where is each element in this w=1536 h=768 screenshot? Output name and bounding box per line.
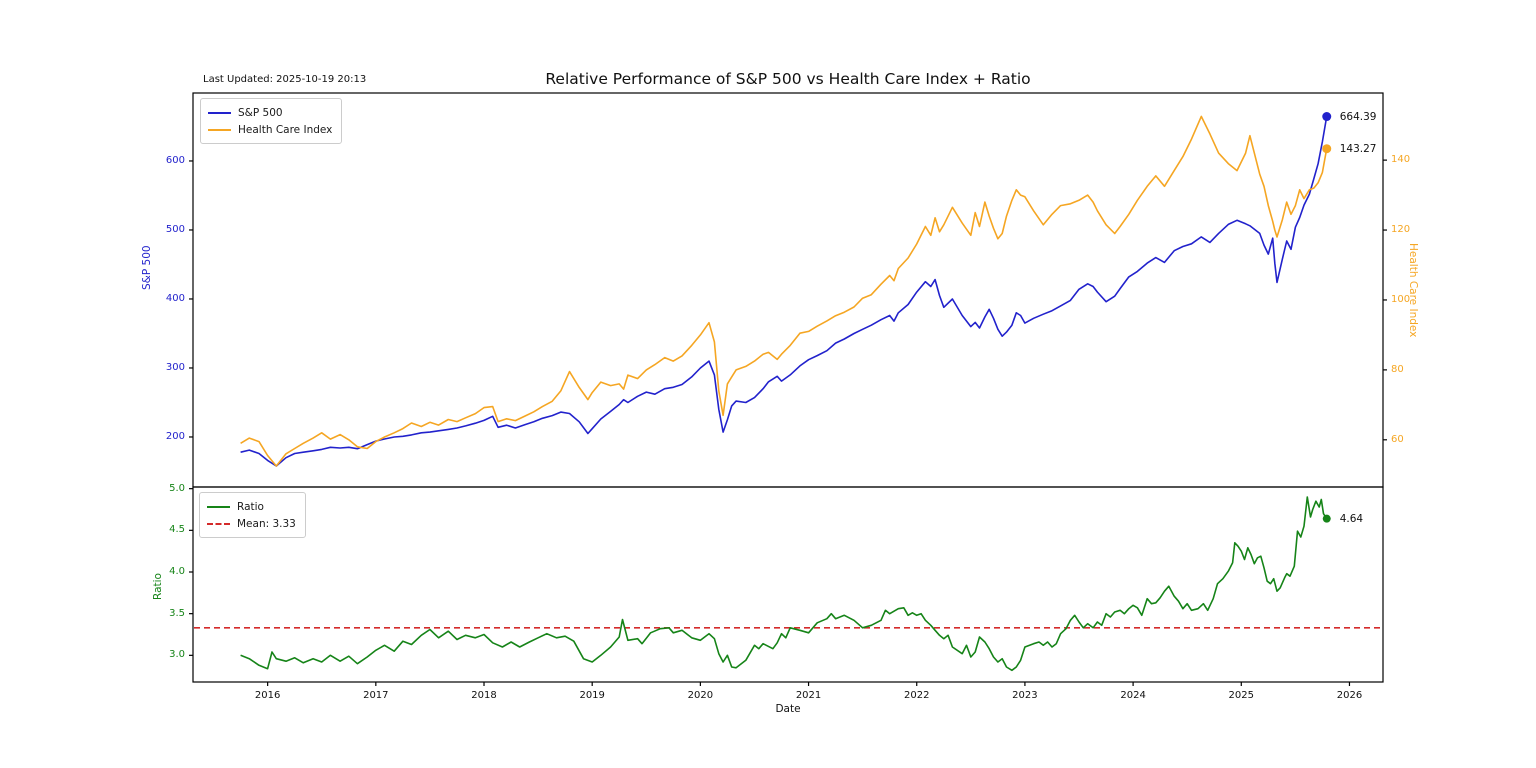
tick-label: 5.0 bbox=[169, 482, 185, 494]
tick-label: 500 bbox=[165, 223, 185, 235]
ratio-line bbox=[240, 496, 1328, 672]
tick-label: 2019 bbox=[579, 690, 605, 701]
page-title: Relative Performance of S&P 500 vs Healt… bbox=[545, 70, 1031, 88]
tick-label: 2021 bbox=[795, 690, 822, 701]
tick-label: 3.5 bbox=[169, 607, 185, 619]
ratio-final-value-label: 4.64 bbox=[1339, 512, 1364, 525]
top-panel-spines bbox=[192, 92, 1384, 488]
tick-label: 2020 bbox=[687, 690, 714, 701]
tick-label: 60 bbox=[1391, 433, 1404, 445]
bottom-panel-spines bbox=[192, 486, 1384, 683]
tick-label: 600 bbox=[165, 154, 185, 166]
tick-label: 2022 bbox=[904, 690, 930, 701]
healthcare-final-value-label: 143.27 bbox=[1339, 142, 1377, 155]
legend-label-healthcare: Health Care Index bbox=[238, 123, 333, 136]
y-axis-label-healthcare: Health Care Index bbox=[1407, 243, 1419, 338]
tick-label: 2026 bbox=[1336, 690, 1363, 701]
tick-label: 140 bbox=[1391, 154, 1411, 166]
sp500-line bbox=[240, 116, 1328, 467]
top-legend: S&P 500 Health Care Index bbox=[200, 98, 343, 144]
last-updated-text: Last Updated: 2025-10-19 20:13 bbox=[203, 74, 367, 85]
legend-label-mean: Mean: 3.33 bbox=[237, 517, 296, 530]
y-axis-label-ratio: Ratio bbox=[152, 573, 164, 600]
legend-item-healthcare: Health Care Index bbox=[208, 121, 332, 138]
tick-label: 120 bbox=[1391, 224, 1411, 236]
tick-label: 4.0 bbox=[169, 566, 185, 577]
legend-item-mean: Mean: 3.33 bbox=[207, 515, 296, 532]
healthcare-line bbox=[240, 115, 1328, 467]
tick-label: 300 bbox=[165, 361, 185, 373]
sp500-end-dot bbox=[1322, 112, 1332, 122]
healthcare-line-swatch-icon bbox=[208, 128, 231, 131]
tick-label: 3.0 bbox=[169, 649, 185, 661]
sp500-final-value-label: 664.39 bbox=[1339, 110, 1377, 123]
legend-label-sp500: S&P 500 bbox=[238, 106, 283, 119]
tick-label: 80 bbox=[1391, 363, 1404, 375]
tick-label: 2016 bbox=[254, 690, 281, 701]
tick-label: 4.5 bbox=[169, 524, 185, 536]
legend-item-ratio: Ratio bbox=[207, 498, 296, 515]
tick-label: 200 bbox=[165, 430, 185, 442]
ratio-line-swatch-icon bbox=[207, 505, 230, 508]
tick-label: 400 bbox=[165, 292, 185, 304]
legend-item-sp500: S&P 500 bbox=[208, 104, 332, 121]
tick-label: 100 bbox=[1391, 293, 1411, 305]
tick-label: 2017 bbox=[363, 690, 389, 701]
bottom-legend: Ratio Mean: 3.33 bbox=[199, 492, 306, 538]
x-axis-label-date: Date bbox=[775, 703, 801, 715]
legend-label-ratio: Ratio bbox=[237, 500, 264, 513]
y-axis-label-sp500: S&P 500 bbox=[141, 245, 153, 290]
sp500-line-swatch-icon bbox=[208, 111, 231, 114]
ratio-end-dot bbox=[1322, 514, 1331, 523]
tick-label: 2024 bbox=[1120, 690, 1146, 701]
tick-label: 2023 bbox=[1012, 690, 1038, 701]
tick-label: 2018 bbox=[471, 690, 497, 701]
tick-label: 2025 bbox=[1228, 690, 1255, 701]
healthcare-end-dot bbox=[1322, 144, 1332, 154]
mean-line-swatch-icon bbox=[207, 522, 230, 525]
